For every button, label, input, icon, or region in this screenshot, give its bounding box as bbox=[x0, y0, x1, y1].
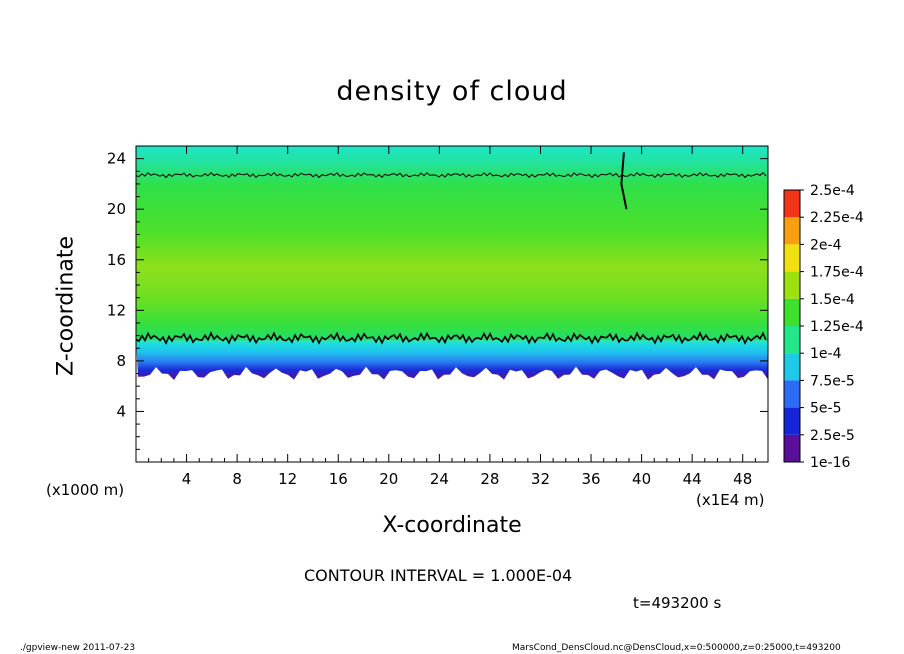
colorbar-label: 1.5e-4 bbox=[810, 292, 855, 308]
colorbar-swatch bbox=[784, 217, 800, 245]
colorbar-swatch bbox=[784, 380, 800, 408]
y-tick-label: 24 bbox=[107, 150, 126, 168]
colorbar-swatch bbox=[784, 190, 800, 218]
cloud-field-lower bbox=[136, 340, 768, 381]
colorbar-label: 7.5e-5 bbox=[810, 373, 855, 389]
colorbar-swatch bbox=[784, 298, 800, 326]
y-tick-label: 8 bbox=[116, 352, 126, 370]
colorbar-label: 1e-4 bbox=[810, 346, 842, 362]
cloud-field-upper bbox=[136, 146, 768, 341]
x-tick-label: 24 bbox=[430, 470, 449, 488]
y-tick-label: 4 bbox=[116, 402, 126, 420]
x-tick-label: 20 bbox=[379, 470, 398, 488]
plot-area bbox=[135, 146, 768, 381]
y-tick-label: 12 bbox=[107, 301, 126, 319]
x-tick-label: 12 bbox=[278, 470, 297, 488]
y-tick-label: 20 bbox=[107, 200, 126, 218]
x-axis-label: X-coordinate bbox=[382, 513, 522, 538]
y-axis-label: Z-coordinate bbox=[53, 236, 79, 376]
x-tick-label: 4 bbox=[182, 470, 192, 488]
contour-line bbox=[135, 331, 767, 345]
colorbar-swatch bbox=[784, 407, 800, 435]
colorbar-swatch bbox=[784, 271, 800, 299]
colorbar-label: 1.25e-4 bbox=[810, 319, 864, 335]
colorbar-swatch bbox=[784, 353, 800, 381]
colorbar-swatch bbox=[784, 434, 800, 462]
contour-line bbox=[135, 171, 767, 179]
x-tick-label: 8 bbox=[232, 470, 242, 488]
colorbar: 1e-16 2.5e-5 5e-5 7.5e-5 1e-4 1.25e-4 1.5e-4 1.… bbox=[783, 183, 864, 471]
footer-left: ./gpview-new 2011-07-23 bbox=[20, 643, 136, 653]
y-tick-label: 16 bbox=[107, 251, 126, 269]
colorbar-label: 2.25e-4 bbox=[810, 210, 864, 226]
colorbar-label: 2e-4 bbox=[810, 237, 842, 253]
contour-interval: CONTOUR INTERVAL = 1.000E-04 bbox=[304, 566, 573, 585]
x-tick-label: 48 bbox=[733, 470, 752, 488]
footer-right: MarsCond_DensCloud.nc@DensCloud,x=0:5000… bbox=[512, 643, 841, 653]
x-tick-label: 28 bbox=[480, 470, 499, 488]
colorbar-swatch bbox=[784, 244, 800, 272]
colorbar-label: 2.5e-5 bbox=[810, 428, 855, 444]
colorbar-label: 1e-16 bbox=[810, 455, 850, 471]
colorbar-label: 2.5e-4 bbox=[810, 183, 855, 199]
x-tick-label: 32 bbox=[531, 470, 550, 488]
colorbar-swatch bbox=[784, 326, 800, 354]
colorbar-label: 5e-5 bbox=[810, 401, 841, 417]
colorbar-label: 1.75e-4 bbox=[810, 265, 864, 281]
x-tick-label: 16 bbox=[329, 470, 348, 488]
x-unit-note: (x1000 m) bbox=[46, 481, 125, 499]
chart-title: density of cloud bbox=[336, 76, 568, 107]
x-tick-label: 44 bbox=[683, 470, 702, 488]
cloud-filament bbox=[620, 152, 628, 210]
time-label: t=493200 s bbox=[633, 594, 722, 612]
x-unit-note-2: (x1E4 m) bbox=[696, 491, 765, 509]
x-tick-label: 36 bbox=[581, 470, 600, 488]
x-tick-label: 40 bbox=[632, 470, 651, 488]
